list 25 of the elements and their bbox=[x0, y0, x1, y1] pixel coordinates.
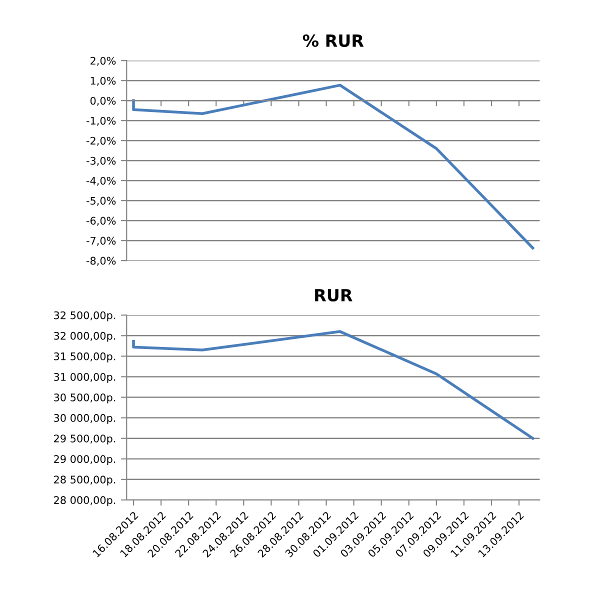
y-tick-label: 30 500,00р. bbox=[54, 393, 116, 404]
y-tick-label: 31 000,00р. bbox=[54, 372, 116, 383]
y-tick-label: 28 500,00р. bbox=[54, 476, 116, 486]
y-tick-label: -8,0% bbox=[86, 256, 116, 266]
y-tick-label: -6,0% bbox=[86, 216, 116, 226]
y-tick-label: 0,0% bbox=[90, 96, 116, 106]
y-tick-label: 1,0% bbox=[90, 76, 116, 86]
y-tick-label: -1,0% bbox=[86, 116, 116, 126]
y-tick-label: 32 500,00р. bbox=[54, 311, 116, 322]
line-series bbox=[132, 330, 534, 440]
y-tick-label: 31 500,00р. bbox=[54, 352, 116, 362]
y-tick-label: 32 000,00р. bbox=[54, 332, 116, 342]
line-series bbox=[132, 84, 534, 250]
y-tick-label: -7,0% bbox=[86, 236, 116, 246]
y-tick-label: -2,0% bbox=[86, 136, 116, 146]
y-tick-label: -5,0% bbox=[86, 196, 116, 206]
y-tick-label: 28 000,00р. bbox=[54, 496, 116, 506]
y-tick-label: 29 000,00р. bbox=[54, 455, 116, 465]
y-tick-label: 30 000,00р. bbox=[54, 414, 116, 424]
y-tick-label: -4,0% bbox=[86, 176, 116, 186]
chart-title: % RUR bbox=[302, 34, 364, 47]
y-tick-label: -3,0% bbox=[86, 156, 116, 166]
y-tick-label: 29 500,00р. bbox=[54, 434, 116, 444]
chart-title: RUR bbox=[315, 289, 352, 302]
y-tick-label: 2,0% bbox=[90, 56, 116, 66]
